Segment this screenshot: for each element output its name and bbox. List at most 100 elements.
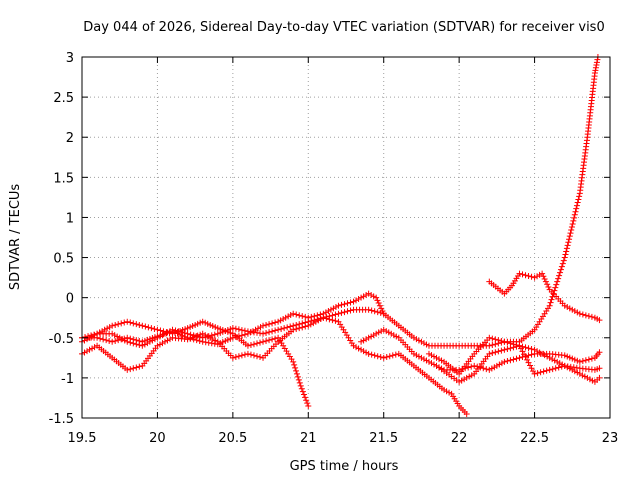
data-point-marker bbox=[555, 275, 562, 282]
data-point-marker bbox=[224, 336, 231, 343]
data-point-marker bbox=[260, 330, 267, 337]
data-point-marker bbox=[127, 366, 134, 373]
data-point-marker bbox=[293, 311, 300, 318]
data-point-marker bbox=[296, 379, 303, 386]
data-point-marker bbox=[330, 305, 337, 312]
data-point-marker bbox=[375, 300, 382, 307]
data-point-marker bbox=[298, 385, 305, 392]
data-point-marker bbox=[374, 297, 381, 304]
x-tick-label: 21 bbox=[300, 431, 317, 446]
data-point-marker bbox=[389, 352, 396, 359]
data-point-marker bbox=[142, 323, 149, 330]
data-point-marker bbox=[525, 273, 532, 280]
data-point-marker bbox=[353, 344, 360, 351]
data-point-marker bbox=[393, 333, 400, 340]
data-point-marker bbox=[370, 332, 377, 339]
data-point-marker bbox=[238, 327, 245, 334]
data-point-marker bbox=[229, 325, 236, 332]
data-point-marker bbox=[290, 322, 297, 329]
series-track-f bbox=[486, 270, 603, 324]
data-point-marker bbox=[139, 342, 146, 349]
data-point-marker bbox=[463, 410, 470, 417]
data-point-marker bbox=[144, 340, 151, 347]
data-point-marker bbox=[593, 62, 600, 69]
data-point-marker bbox=[365, 334, 372, 341]
data-point-marker bbox=[553, 281, 560, 288]
data-point-marker bbox=[260, 322, 267, 329]
data-point-marker bbox=[219, 339, 226, 346]
data-point-marker bbox=[489, 350, 496, 357]
data-point-marker bbox=[104, 325, 111, 332]
data-point-marker bbox=[516, 270, 523, 277]
data-point-marker bbox=[85, 333, 92, 340]
data-point-marker bbox=[304, 400, 311, 407]
data-point-marker bbox=[360, 348, 367, 355]
data-point-marker bbox=[525, 345, 532, 352]
data-point-marker bbox=[146, 338, 153, 345]
data-point-marker bbox=[458, 377, 465, 384]
data-point-marker bbox=[344, 300, 351, 307]
data-point-marker bbox=[193, 333, 200, 340]
data-point-marker bbox=[486, 350, 493, 357]
data-point-marker bbox=[536, 271, 543, 278]
data-point-marker bbox=[594, 56, 601, 63]
data-point-marker bbox=[199, 334, 206, 341]
data-point-marker bbox=[433, 354, 440, 361]
data-point-marker bbox=[534, 370, 541, 377]
data-point-marker bbox=[465, 364, 472, 371]
data-point-marker bbox=[320, 314, 327, 321]
axis-ticks bbox=[81, 56, 611, 419]
data-point-marker bbox=[468, 363, 475, 370]
data-point-marker bbox=[302, 394, 309, 401]
data-point-marker bbox=[573, 205, 580, 212]
data-point-marker bbox=[522, 344, 529, 351]
data-point-marker bbox=[199, 318, 206, 325]
data-point-marker bbox=[534, 348, 541, 355]
data-point-marker bbox=[388, 330, 395, 337]
data-point-marker bbox=[562, 251, 569, 258]
data-point-marker bbox=[386, 353, 393, 360]
data-point-marker bbox=[341, 309, 348, 316]
data-point-marker bbox=[555, 364, 562, 371]
data-point-marker bbox=[187, 331, 194, 338]
data-point-marker bbox=[214, 325, 221, 332]
data-point-marker bbox=[365, 350, 372, 357]
data-point-marker bbox=[566, 305, 573, 312]
data-point-marker bbox=[368, 307, 375, 314]
data-point-marker bbox=[209, 323, 216, 330]
data-point-marker bbox=[547, 299, 554, 306]
data-point-marker bbox=[496, 361, 503, 368]
data-point-marker bbox=[96, 329, 103, 336]
data-point-marker bbox=[510, 344, 517, 351]
data-point-marker bbox=[591, 70, 598, 77]
data-point-marker bbox=[564, 304, 571, 311]
data-point-marker bbox=[197, 319, 204, 326]
y-tick-label: 2.5 bbox=[53, 91, 74, 106]
data-point-marker bbox=[383, 328, 390, 335]
data-point-marker bbox=[130, 365, 137, 372]
data-point-marker bbox=[501, 338, 508, 345]
data-point-marker bbox=[347, 307, 354, 314]
data-point-marker bbox=[112, 337, 119, 344]
data-point-marker bbox=[139, 322, 146, 329]
data-point-marker bbox=[338, 309, 345, 316]
data-point-marker bbox=[297, 382, 304, 389]
data-point-marker bbox=[355, 296, 362, 303]
data-point-marker bbox=[214, 341, 221, 348]
data-point-marker bbox=[196, 333, 203, 340]
data-point-marker bbox=[480, 365, 487, 372]
data-point-marker bbox=[380, 326, 387, 333]
data-point-marker bbox=[124, 318, 131, 325]
data-point-marker bbox=[568, 223, 575, 230]
data-point-marker bbox=[549, 356, 556, 363]
data-point-marker bbox=[332, 304, 339, 311]
data-point-marker bbox=[222, 337, 229, 344]
data-point-marker bbox=[130, 340, 137, 347]
data-point-marker bbox=[148, 325, 155, 332]
data-point-marker bbox=[461, 376, 468, 383]
data-point-marker bbox=[88, 332, 95, 339]
data-point-marker bbox=[293, 370, 300, 377]
data-point-marker bbox=[253, 353, 260, 360]
data-point-marker bbox=[178, 329, 185, 336]
data-point-marker bbox=[504, 358, 511, 365]
